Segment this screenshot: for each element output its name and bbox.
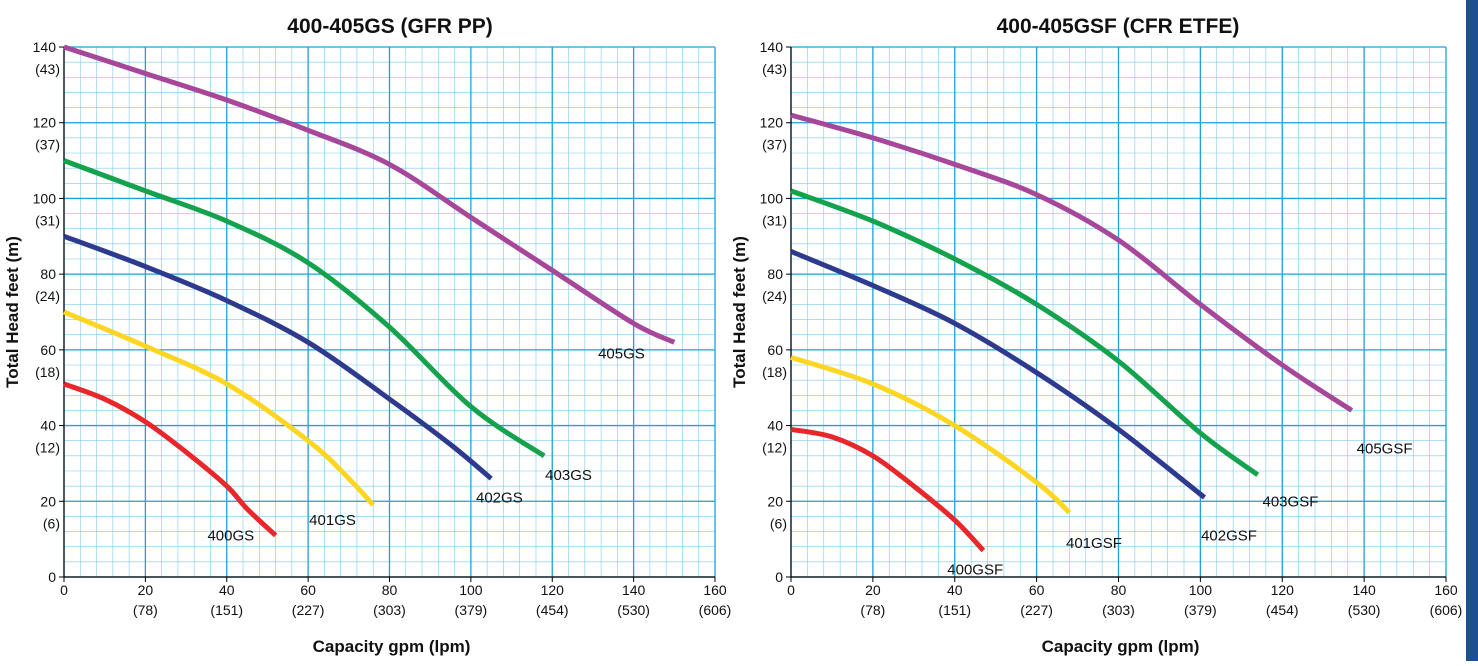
curve-label: 403GS	[545, 467, 592, 484]
curve-label: 401GS	[309, 512, 356, 529]
x-tick-label: 0	[60, 582, 68, 598]
y-tick-label: 140	[33, 39, 57, 55]
chart-title: 400-405GSF (CFR ETFE)	[997, 15, 1240, 38]
x-axis-title: Capacity gpm (lpm)	[1042, 637, 1200, 656]
x-tick-sublabel: (78)	[860, 602, 885, 618]
x-tick-label: 140	[622, 582, 646, 598]
y-tick-sublabel: (43)	[762, 61, 787, 77]
chart-title: 400-405GS (GFR PP)	[287, 15, 492, 38]
y-tick-sublabel: (24)	[35, 288, 60, 304]
x-tick-label: 120	[1271, 582, 1295, 598]
y-tick-label: 20	[767, 493, 783, 509]
x-tick-sublabel: (530)	[617, 602, 650, 618]
y-tick-label: 100	[33, 190, 57, 206]
side-accent-bar	[1466, 0, 1478, 661]
x-tick-sublabel: (379)	[1184, 602, 1217, 618]
chart-400-405gs: 0 20 (78) 40 (151) 60 (227) 80 (303) 100 (379) 120 (…	[3, 15, 731, 656]
x-tick-label: 100	[1189, 582, 1213, 598]
series-line-401gs	[63, 309, 376, 507]
x-tick-sublabel: (454)	[1266, 602, 1299, 618]
y-tick-label: 40	[40, 418, 56, 434]
curve-label: 403GSF	[1263, 493, 1319, 510]
y-tick-sublabel: (6)	[43, 515, 60, 531]
series-line-405gs	[63, 44, 676, 345]
x-tick-label: 80	[1111, 582, 1127, 598]
x-tick-label: 160	[703, 582, 727, 598]
series-line-400gsf	[790, 426, 986, 553]
x-tick-label: 60	[1029, 582, 1045, 598]
series-line-405gsf	[790, 112, 1354, 413]
x-tick-sublabel: (151)	[210, 602, 243, 618]
x-tick-sublabel: (606)	[1430, 602, 1463, 618]
x-tick-label: 40	[947, 582, 963, 598]
y-tick-label: 140	[760, 39, 784, 55]
series-line-402gsf	[790, 249, 1207, 500]
y-tick-sublabel: (31)	[35, 212, 60, 228]
x-tick-label: 160	[1434, 582, 1458, 598]
y-tick-label: 80	[40, 266, 56, 282]
y-tick-label: 0	[48, 569, 56, 585]
x-tick-label: 120	[541, 582, 565, 598]
x-tick-label: 0	[787, 582, 795, 598]
series-line-400gs	[63, 381, 278, 538]
x-tick-label: 20	[865, 582, 881, 598]
x-tick-sublabel: (227)	[292, 602, 325, 618]
y-tick-sublabel: (43)	[35, 61, 60, 77]
y-tick-sublabel: (12)	[762, 440, 787, 456]
y-tick-label: 100	[760, 190, 784, 206]
x-tick-sublabel: (379)	[455, 602, 488, 618]
y-tick-sublabel: (37)	[762, 137, 787, 153]
y-tick-sublabel: (12)	[35, 440, 60, 456]
y-tick-sublabel: (6)	[770, 515, 787, 531]
y-tick-label: 40	[767, 418, 783, 434]
x-tick-label: 100	[459, 582, 483, 598]
major-grid	[63, 46, 716, 578]
curve-label: 401GSF	[1066, 535, 1122, 552]
series-line-403gsf	[790, 188, 1260, 477]
y-tick-label: 20	[40, 493, 56, 509]
x-tick-sublabel: (303)	[373, 602, 406, 618]
x-tick-sublabel: (78)	[133, 602, 158, 618]
y-tick-label: 0	[775, 569, 783, 585]
curve-label: 405GS	[598, 346, 645, 363]
x-tick-label: 60	[300, 582, 316, 598]
x-tick-label: 140	[1352, 582, 1376, 598]
curve-label: 400GS	[207, 527, 254, 544]
major-grid	[790, 46, 1447, 578]
y-tick-sublabel: (24)	[762, 288, 787, 304]
y-tick-sublabel: (31)	[762, 212, 787, 228]
chart-400-405gsf: 0 20 (78) 40 (151) 60 (227) 80 (303) 100 (379) 120 (…	[730, 15, 1462, 656]
series-line-402gs	[63, 233, 493, 481]
y-tick-label: 120	[33, 115, 57, 131]
x-tick-sublabel: (606)	[699, 602, 732, 618]
y-tick-label: 80	[767, 266, 783, 282]
y-axis-title: Total Head feet (m)	[3, 236, 22, 388]
x-tick-sublabel: (227)	[1020, 602, 1053, 618]
x-tick-label: 40	[219, 582, 235, 598]
y-tick-label: 60	[40, 342, 56, 358]
y-tick-sublabel: (18)	[35, 364, 60, 380]
curve-label: 402GS	[476, 490, 523, 507]
x-tick-label: 80	[382, 582, 398, 598]
y-tick-label: 60	[767, 342, 783, 358]
series-line-403gs	[63, 158, 546, 458]
x-tick-sublabel: (530)	[1348, 602, 1381, 618]
series-line-401gsf	[790, 355, 1072, 515]
curve-label: 400GSF	[947, 561, 1003, 578]
y-axis-title: Total Head feet (m)	[730, 236, 749, 388]
x-tick-sublabel: (151)	[938, 602, 971, 618]
x-tick-label: 20	[138, 582, 154, 598]
y-tick-label: 120	[760, 115, 784, 131]
curve-label: 402GSF	[1201, 527, 1257, 544]
x-axis-title: Capacity gpm (lpm)	[313, 637, 471, 656]
y-tick-sublabel: (37)	[35, 137, 60, 153]
x-tick-sublabel: (303)	[1102, 602, 1135, 618]
curve-label: 405GSF	[1357, 440, 1413, 457]
y-tick-sublabel: (18)	[762, 364, 787, 380]
x-tick-sublabel: (454)	[536, 602, 569, 618]
